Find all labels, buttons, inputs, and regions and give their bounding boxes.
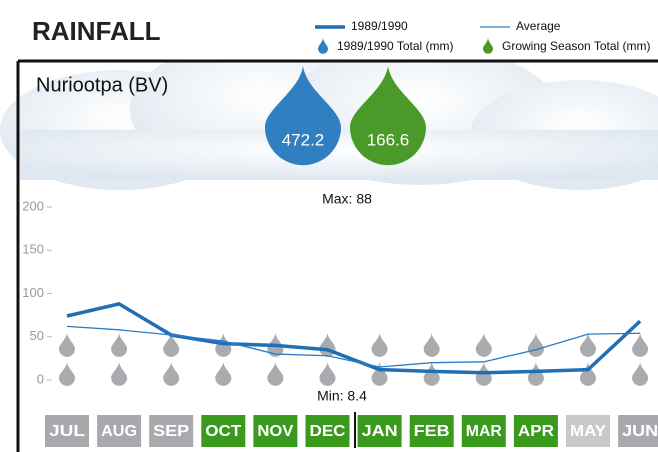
y-tick-label: 200 (22, 198, 44, 213)
chart-title: RAINFALL (32, 16, 161, 46)
rain-drop-icon (528, 333, 544, 357)
y-tick-label: 50 (30, 328, 44, 343)
station-name: Nuriootpa (BV) (36, 74, 168, 96)
rain-drop-icon (372, 333, 388, 357)
rain-drop-icon (424, 333, 440, 357)
x-tick-label: JUN (622, 423, 658, 440)
x-tick-label: SEP (153, 423, 189, 440)
rain-drop-icon (59, 362, 75, 386)
rain-drop-icon (528, 362, 544, 386)
y-tick-label: 150 (22, 242, 44, 257)
y-tick-label: 100 (22, 285, 44, 300)
x-tick-label: DEC (310, 423, 346, 440)
rain-drop-icon (267, 362, 283, 386)
x-tick-label: APR (518, 423, 554, 440)
total-label: 166.6 (367, 130, 410, 149)
rain-drop-icon (320, 362, 336, 386)
y-tick-label: 0 (37, 371, 44, 386)
legend-label: Average (516, 19, 561, 33)
legend-label: Growing Season Total (mm) (502, 39, 651, 53)
x-tick-label: NOV (257, 423, 293, 440)
x-tick-label: JUL (49, 423, 85, 440)
rain-drop-icon (580, 333, 596, 357)
total-label: 472.2 (282, 130, 325, 149)
rain-drop-icon (59, 333, 75, 357)
x-tick-label: OCT (205, 423, 241, 440)
rain-drop-icon (632, 362, 648, 386)
rain-drop-icon (111, 362, 127, 386)
x-tick-label: MAR (466, 423, 502, 440)
rain-drop-icon (476, 333, 492, 357)
min-label: Min: 8.4 (317, 388, 367, 404)
page: RAINFALL Nuriootpa (BV) 0 50 100 150 200 Max:… (0, 0, 658, 452)
x-tick-label: FEB (414, 423, 450, 440)
x-tick-label: JAN (362, 423, 398, 440)
series-line (67, 326, 640, 367)
x-tick-label: AUG (101, 423, 137, 440)
chart: RAINFALL Nuriootpa (BV) 0 50 100 150 200 Max:… (0, 0, 658, 452)
rain-drop-icon (215, 362, 231, 386)
rain-drop-icon (111, 333, 127, 357)
rain-drop-icon (163, 362, 179, 386)
rain-drop-icon (424, 362, 440, 386)
series-line (67, 304, 640, 373)
legend-label: 1989/1990 (351, 19, 408, 33)
x-tick-label: MAY (570, 423, 606, 440)
max-label: Max: 88 (322, 191, 372, 207)
rain-drop-icon (632, 333, 648, 357)
legend-label: 1989/1990 Total (mm) (337, 39, 454, 53)
